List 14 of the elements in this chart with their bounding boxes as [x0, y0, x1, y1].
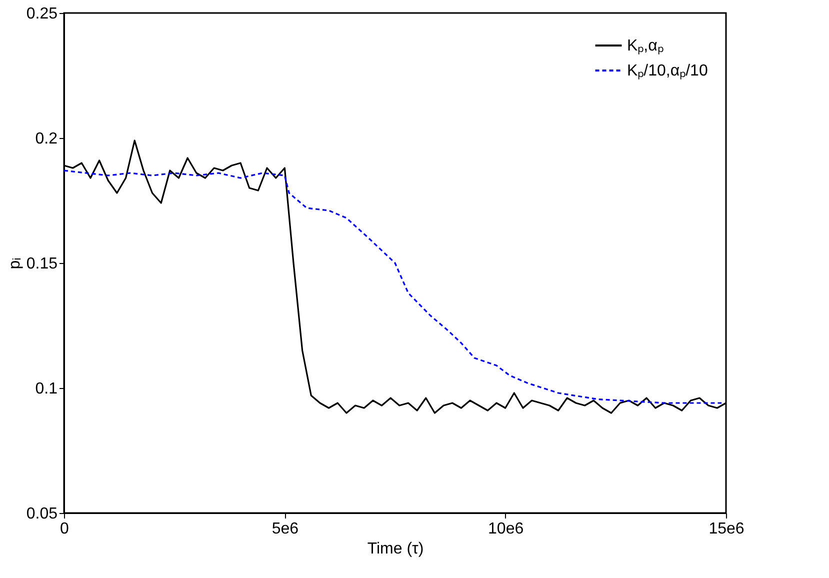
x-tick-label: 0 — [60, 520, 70, 538]
y-tick-label: 0.2 — [35, 130, 58, 148]
x-tick-label: 10e6 — [488, 520, 524, 538]
line-series — [63, 170, 722, 404]
x-tick-label: 15e6 — [708, 520, 744, 538]
y-axis-title: pᵢ — [6, 258, 24, 270]
y-tick-label: 0.25 — [26, 6, 58, 22]
legend-label: Kₚ,αₚ — [627, 38, 664, 54]
x-tick-label: 5e6 — [272, 520, 299, 538]
x-axis-title: Time (τ) — [367, 540, 424, 558]
y-tick-label: 0.05 — [26, 506, 58, 522]
legend-label: Kₚ/10,αₚ/10 — [627, 62, 708, 80]
y-tick-label: 0.1 — [35, 380, 58, 398]
y-tick-label: 0.15 — [26, 256, 58, 272]
